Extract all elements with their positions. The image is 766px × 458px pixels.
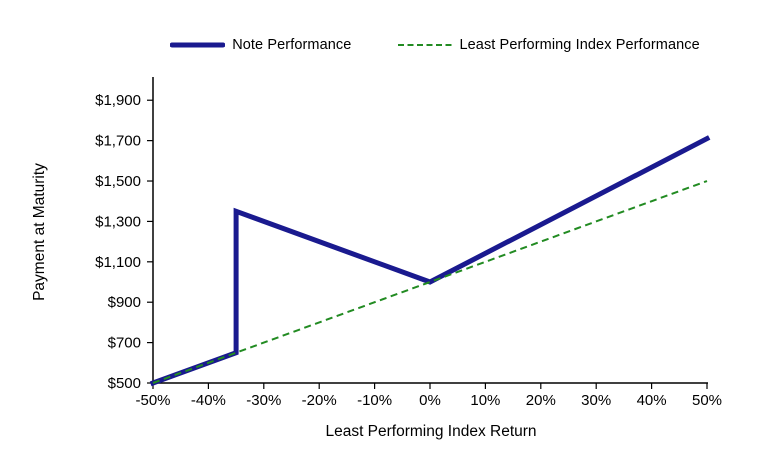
y-tick-label: $1,700 [95, 133, 141, 150]
chart-legend: Note Performance Least Performing Index … [0, 37, 766, 53]
x-tick-label: -50% [135, 392, 170, 409]
x-tick-label: 0% [419, 392, 441, 409]
x-tick-label: -10% [357, 392, 392, 409]
least-performing-index-performance-line [152, 180, 708, 384]
y-tick-label: $1,900 [95, 92, 141, 109]
y-tick-label: $1,100 [95, 254, 141, 271]
x-tick-label: 40% [637, 392, 667, 409]
legend-item-index-performance: Least Performing Index Performance [397, 37, 700, 53]
x-tick-label: -20% [302, 392, 337, 409]
x-tick-label: 20% [526, 392, 556, 409]
y-tick-label: $1,500 [95, 173, 141, 190]
x-axis-title: Least Performing Index Return [325, 423, 536, 440]
y-tick-label: $900 [108, 294, 141, 311]
legend-item-note-performance: Note Performance [170, 37, 351, 53]
x-tick-label: -40% [191, 392, 226, 409]
y-tick-label: $1,300 [95, 213, 141, 230]
x-tick-label: -30% [246, 392, 281, 409]
x-tick-label: 10% [470, 392, 500, 409]
x-tick-label: 30% [581, 392, 611, 409]
y-tick-label: $500 [108, 375, 141, 392]
legend-label-index-performance: Least Performing Index Performance [459, 37, 700, 53]
note-performance-line [149, 135, 711, 387]
y-tick-label: $700 [108, 335, 141, 352]
solid-line-swatch-icon [170, 42, 226, 48]
y-axis-title: Payment at Maturity [31, 163, 48, 301]
x-tick-label: 50% [692, 392, 722, 409]
legend-label-note-performance: Note Performance [232, 37, 352, 53]
